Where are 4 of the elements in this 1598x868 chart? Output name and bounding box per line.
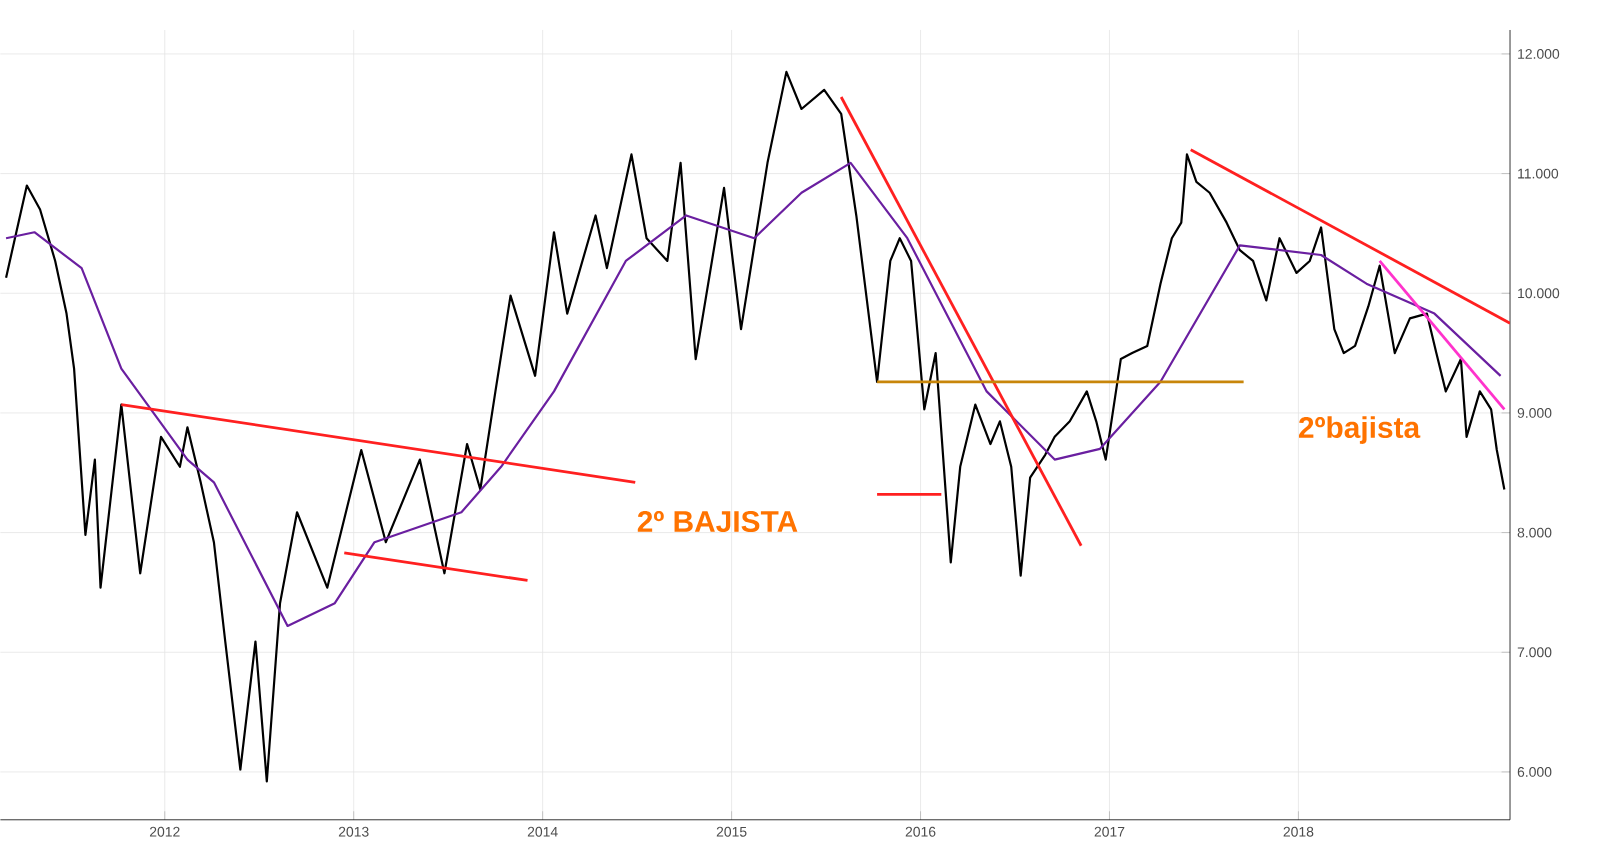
line-series [4,70,1506,783]
annotation: 2º BAJISTA [637,511,798,533]
line-series [4,161,1502,628]
annotation: 2ºbajista [1298,416,1421,445]
